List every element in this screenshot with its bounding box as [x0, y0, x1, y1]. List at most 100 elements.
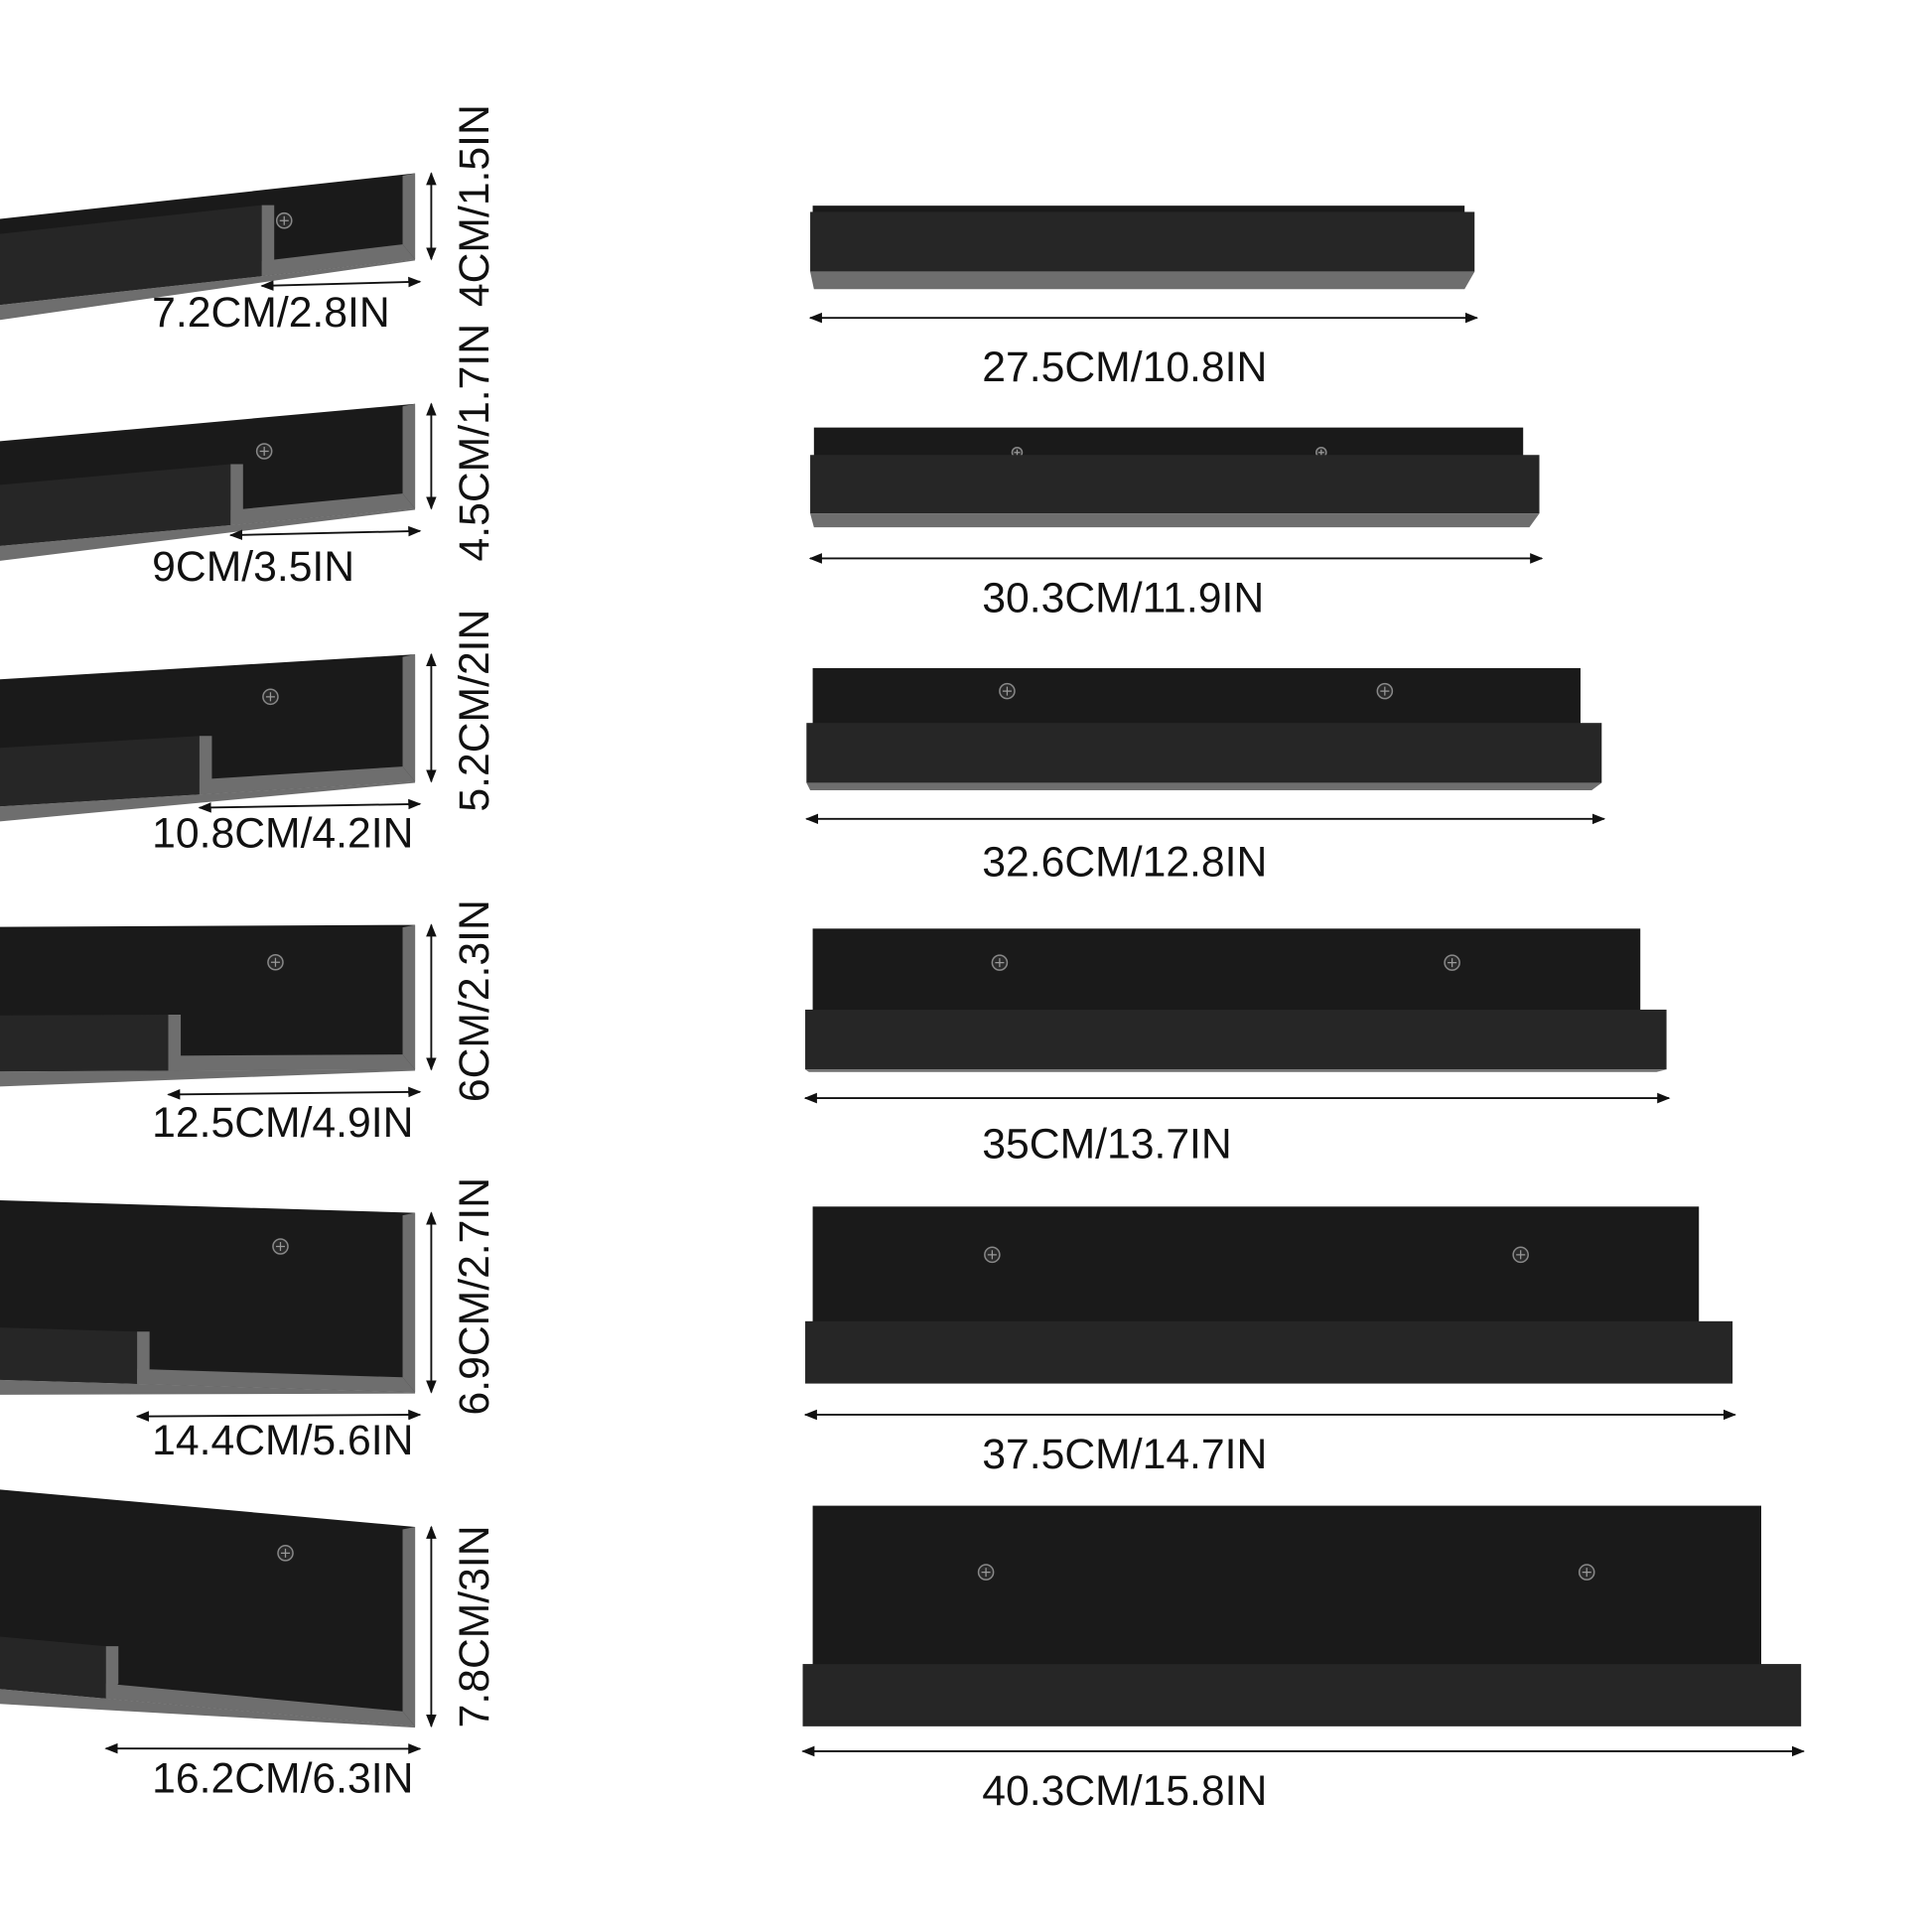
height-label: 4CM/1.5IN	[451, 104, 498, 307]
screw-slot	[1582, 1568, 1591, 1578]
front-lip	[0, 1014, 169, 1072]
front-view-shelf: 35CM/13.7IN	[803, 928, 1671, 1168]
front-view-shelf: 30.3CM/11.9IN	[808, 427, 1544, 621]
depth-arrow	[198, 798, 422, 813]
front-views: 27.5CM/10.8IN 30.3CM/11.9IN 32.6CM/12.8IN 3…	[801, 206, 1806, 1815]
screw-icon	[272, 1238, 289, 1255]
depth-label: 14.4CM/5.6IN	[152, 1417, 413, 1464]
screw-slot	[1448, 958, 1457, 968]
back-panel-edge	[402, 1212, 416, 1393]
lip-edge	[168, 1014, 182, 1071]
front-lip	[802, 1664, 1802, 1726]
depth-arrow	[228, 525, 422, 541]
front-lip	[0, 464, 231, 546]
back-panel-edge	[402, 403, 416, 509]
front-lip	[0, 736, 200, 807]
screw-icon	[277, 1545, 294, 1562]
lip-edge	[199, 736, 212, 795]
depth-label: 9CM/3.5IN	[152, 543, 354, 591]
back-panel-edge	[402, 924, 416, 1070]
lip-edge	[137, 1331, 150, 1384]
base-top	[168, 1054, 416, 1071]
width-label: 40.3CM/15.8IN	[982, 1767, 1267, 1815]
back-panel-edge	[402, 654, 416, 782]
side-view-shelf: 10.8CM/4.2IN 5.2CM/2IN	[0, 610, 498, 858]
height-label: 4.5CM/1.7IN	[451, 324, 498, 562]
front-lip	[0, 1636, 106, 1699]
shelf-bottom-edge	[810, 513, 1540, 528]
height-label: 7.8CM/3IN	[451, 1525, 498, 1727]
width-label: 37.5CM/14.7IN	[982, 1431, 1267, 1478]
back-panel-edge	[402, 1526, 416, 1726]
width-label: 32.6CM/12.8IN	[982, 839, 1267, 887]
screw-icon	[977, 1564, 995, 1581]
lip-edge	[261, 205, 275, 277]
base-top	[199, 766, 416, 795]
base-top	[230, 493, 416, 525]
screw-icon	[1376, 682, 1394, 700]
width-label: 27.5CM/10.8IN	[982, 344, 1267, 391]
screw-slot	[259, 446, 269, 457]
depth-arrow	[135, 1409, 422, 1422]
screw-slot	[280, 1548, 291, 1558]
depth-arrow	[167, 1086, 422, 1100]
screw-icon	[1578, 1564, 1595, 1581]
back-panel	[813, 427, 1524, 458]
depth-label: 10.8CM/4.2IN	[152, 810, 413, 858]
shelf-bottom-edge	[810, 271, 1475, 290]
screw-slot	[995, 958, 1005, 968]
screw-slot	[275, 1241, 286, 1252]
depth-label: 16.2CM/6.3IN	[152, 1754, 413, 1802]
height-label: 6CM/2.3IN	[451, 899, 498, 1102]
back-panel	[812, 1206, 1700, 1324]
screw-icon	[255, 443, 273, 460]
width-label: 30.3CM/11.9IN	[982, 574, 1264, 621]
base-bottom	[0, 508, 416, 561]
screw-icon	[991, 954, 1009, 971]
screw-icon	[1444, 954, 1460, 971]
height-label: 5.2CM/2IN	[451, 610, 498, 812]
screw-icon	[275, 211, 293, 229]
base-bottom	[0, 1379, 416, 1395]
depth-label: 12.5CM/4.9IN	[152, 1099, 413, 1147]
base-bottom	[0, 1069, 416, 1087]
back-panel	[812, 1505, 1761, 1667]
front-view-shelf: 32.6CM/12.8IN	[804, 667, 1606, 887]
front-lip	[810, 211, 1475, 272]
screw-slot	[270, 957, 280, 967]
depth-label: 7.2CM/2.8IN	[152, 289, 390, 337]
screw-slot	[1317, 449, 1324, 456]
base-bottom	[0, 259, 416, 321]
lip-edge	[230, 464, 243, 525]
base-top	[261, 244, 416, 277]
side-view-shelf: 16.2CM/6.3IN 7.8CM/3IN	[0, 1489, 498, 1802]
front-view-shelf: 27.5CM/10.8IN	[808, 206, 1479, 391]
screw-icon	[999, 682, 1016, 700]
front-view-shelf: 37.5CM/14.7IN	[803, 1206, 1736, 1478]
front-lip	[810, 455, 1540, 514]
back-panel	[812, 206, 1465, 214]
screw-icon	[262, 688, 279, 706]
screw-slot	[987, 1250, 997, 1260]
side-view-shelf: 12.5CM/4.9IN 6CM/2.3IN	[0, 899, 498, 1147]
side-view-shelf: 7.2CM/2.8IN 4CM/1.5IN	[0, 104, 498, 337]
screw-slot	[265, 692, 275, 702]
screw-slot	[279, 215, 289, 225]
front-lip	[0, 205, 262, 306]
front-view-shelf: 40.3CM/15.8IN	[801, 1505, 1806, 1815]
front-lip	[805, 1009, 1667, 1070]
front-lip	[0, 1327, 138, 1384]
side-view-shelf: 9CM/3.5IN 4.5CM/1.7IN	[0, 324, 498, 591]
screw-slot	[981, 1568, 991, 1578]
screw-slot	[1002, 686, 1012, 696]
back-panel	[812, 928, 1641, 1013]
base-top	[137, 1368, 416, 1393]
shelf-bottom-edge	[806, 782, 1602, 790]
front-lip	[805, 1320, 1733, 1384]
shelf-bottom-edge	[805, 1069, 1667, 1072]
back-panel	[812, 667, 1581, 726]
height-label: 6.9CM/2.7IN	[451, 1177, 498, 1416]
screw-icon	[1512, 1246, 1529, 1264]
screw-slot	[1516, 1250, 1526, 1260]
